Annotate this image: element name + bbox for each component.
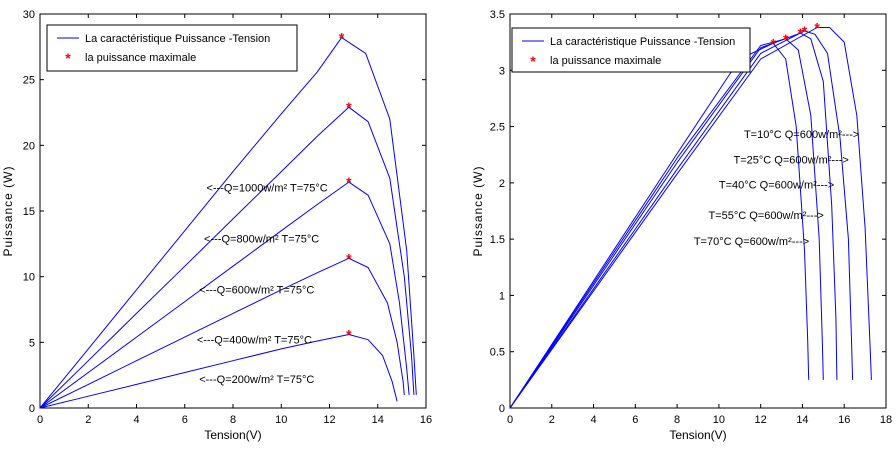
legend-entry-label: La caractéristique Puissance -Tension: [550, 36, 735, 48]
y-axis-label: Puissance (W): [1, 165, 15, 256]
legend-marker-swatch: *: [65, 50, 71, 66]
legend-entry-label: la puissance maximale: [85, 52, 196, 64]
x-tick-label: 2: [549, 414, 555, 426]
x-tick-label: 14: [796, 414, 808, 426]
x-tick-label: 18: [880, 414, 892, 426]
mpp-marker-3: *: [346, 174, 352, 190]
chart-1: 0 2 4 6 8 10 12 14 16 0 5 10 15 20 25 30 Tension(V) Puiss…: [1, 9, 432, 442]
mpp-marker-1: *: [339, 30, 345, 46]
mpp-marker-2: *: [346, 99, 352, 115]
curve-annotation-2: T=25°C Q=600w/m²--->: [734, 155, 849, 167]
x-tick-label: 6: [182, 414, 188, 426]
y-tick-label: 20: [23, 140, 35, 152]
x-tick-label: 14: [372, 414, 384, 426]
curve-annotation-1: T=10°C Q=600w/m²--->: [744, 129, 859, 141]
y-tick-label: 0: [29, 403, 35, 415]
x-tick-label: 10: [275, 414, 287, 426]
mpp-marker-3: *: [798, 25, 804, 41]
chart-2: 0 2 4 6 8 10 12 14 16 18 0 0.5 1 1.5 2 2.5 3 3.5 Tension(V…: [471, 9, 892, 442]
x-tick-label: 12: [323, 414, 335, 426]
x-tick-label: 0: [37, 414, 43, 426]
mpp-marker-5: *: [346, 326, 352, 342]
curve-annotation-3: T=40°C Q=600w/m²--->: [719, 179, 834, 191]
legend-entry-label: La caractéristique Puissance -Tension: [85, 33, 270, 45]
curve-annotation-3: <---Q=600w/m² T=75°C: [199, 285, 314, 297]
mpp-marker-1: *: [814, 20, 820, 36]
y-tick-label: 25: [23, 75, 35, 87]
legend-box: [47, 25, 297, 71]
x-tick-label: 6: [632, 414, 638, 426]
legend-entry-label: la puissance maximale: [550, 55, 661, 67]
y-tick-label: 2: [499, 178, 505, 190]
curve-annotation-4: <---Q=400w/m² T=75°C: [197, 335, 312, 347]
y-tick-label: 0: [499, 403, 505, 415]
curve-annotation-4: T=55°C Q=600w/m²--->: [708, 210, 823, 222]
x-tick-label: 10: [713, 414, 725, 426]
y-axis-label: Puissance (W): [471, 165, 485, 256]
y-tick-label: 1.5: [490, 234, 505, 246]
y-tick-label: 30: [23, 9, 35, 21]
plot-frame: [510, 14, 886, 408]
y-tick-label: 3.5: [490, 9, 505, 21]
legend-marker-swatch: *: [530, 53, 536, 69]
x-tick-label: 8: [674, 414, 680, 426]
x-tick-label: 4: [590, 414, 596, 426]
y-tick-label: 15: [23, 206, 35, 218]
mpp-marker-5: *: [770, 35, 776, 51]
x-axis-label: Tension(V): [204, 428, 261, 442]
x-tick-label: 16: [838, 414, 850, 426]
y-tick-label: 5: [29, 337, 35, 349]
y-tick-label: 3: [499, 65, 505, 77]
y-tick-label: 1: [499, 290, 505, 302]
y-tick-label: 0.5: [490, 347, 505, 359]
mpp-marker-4: *: [783, 31, 789, 47]
x-axis-label: Tension(V): [669, 428, 726, 442]
curve-annotation-5: <---Q=200w/m² T=75°C: [199, 374, 314, 386]
x-tick-label: 8: [230, 414, 236, 426]
curve-annotation-5: T=70°C Q=600w/m²--->: [694, 236, 809, 248]
mpp-marker-4: *: [346, 250, 352, 266]
x-tick-label: 4: [133, 414, 139, 426]
y-tick-label: 10: [23, 272, 35, 284]
x-tick-label: 0: [507, 414, 513, 426]
x-tick-label: 12: [755, 414, 767, 426]
curve-annotation-2: <---Q=800w/m² T=75°C: [204, 234, 319, 246]
x-tick-label: 2: [85, 414, 91, 426]
curve-annotation-1: <---Q=1000w/m² T=75°C: [206, 182, 327, 194]
x-tick-label: 16: [420, 414, 432, 426]
plot-frame: [40, 14, 426, 408]
y-tick-label: 2.5: [490, 122, 505, 134]
